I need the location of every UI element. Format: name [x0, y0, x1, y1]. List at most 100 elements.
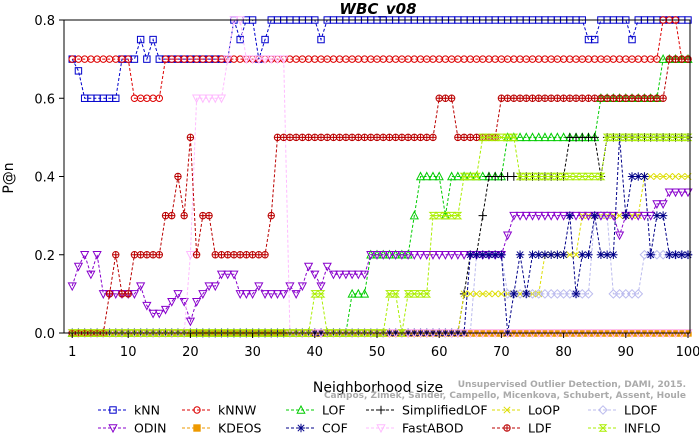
point-cof: [466, 250, 475, 259]
series-odin: [67, 188, 693, 327]
point-ldf: [628, 94, 636, 102]
point-odin: [558, 211, 569, 221]
watermark-line-2: Campos, Zimek, Sander, Campello, Micenko…: [324, 391, 686, 401]
point-odin: [229, 270, 239, 280]
legend-marker: [109, 406, 117, 414]
point-fastabod: [210, 94, 220, 104]
point-simplifiedlof: [478, 211, 487, 220]
point-ldf: [317, 133, 325, 141]
series-ldof: [67, 210, 693, 338]
point-inflo: [478, 133, 488, 142]
point-odin: [191, 298, 202, 307]
point-loop: [672, 172, 680, 181]
point-fastabod: [191, 94, 202, 104]
legend-item-knn: kNN: [98, 403, 160, 418]
point-ldf: [665, 55, 674, 63]
point-ldf: [646, 94, 655, 102]
series-line-inflo: [72, 136, 688, 334]
point-ldf: [535, 94, 543, 102]
point-odin: [148, 309, 158, 319]
point-odin: [670, 188, 681, 198]
point-loop: [466, 290, 474, 298]
series-line-lof: [72, 58, 688, 334]
point-odin: [279, 290, 289, 299]
point-odin: [291, 290, 301, 299]
point-loop: [572, 251, 580, 259]
point-odin: [167, 298, 177, 307]
point-fastabod: [204, 94, 214, 104]
point-ldf: [292, 133, 300, 141]
point-lof: [521, 132, 531, 142]
point-cof: [627, 172, 637, 181]
point-odin: [341, 270, 351, 280]
point-odin: [142, 301, 152, 311]
point-odin: [428, 251, 438, 260]
x-tick-label: 40: [307, 345, 324, 360]
watermark-line-1: Unsupervised Outlier Detection, DAMI, 20…: [458, 380, 686, 390]
legend-marker: [108, 424, 118, 434]
point-odin: [210, 282, 220, 292]
point-inflo: [472, 172, 481, 181]
x-tick-label: 50: [369, 345, 386, 360]
point-lof: [347, 288, 357, 298]
point-loop: [497, 290, 505, 298]
point-ldf: [367, 133, 375, 141]
point-lof: [415, 171, 426, 181]
series-line-simplifiedlof: [72, 136, 688, 334]
point-ldf: [578, 94, 586, 102]
point-inflo: [559, 172, 569, 181]
legend-marker: [503, 406, 511, 414]
point-fastabod: [254, 55, 264, 65]
point-cof: [497, 250, 506, 259]
point-ldf: [671, 55, 680, 63]
point-lof: [515, 132, 525, 142]
point-ldf: [659, 94, 667, 102]
point-inflo: [565, 172, 575, 181]
point-inflo: [403, 290, 413, 298]
point-inflo: [521, 172, 531, 181]
point-inflo: [496, 133, 506, 142]
series-ldf: [68, 55, 692, 337]
point-lof: [422, 171, 432, 181]
point-odin: [303, 262, 314, 272]
legend-item-inflo: INFLO: [588, 421, 661, 434]
point-odin: [422, 251, 432, 260]
series-line-ldf: [72, 58, 688, 334]
point-inflo: [503, 133, 513, 142]
point-ldf: [441, 94, 450, 102]
point-ldf: [168, 212, 176, 220]
point-loop: [665, 172, 673, 181]
legend-item-ldof: LDOF: [588, 403, 658, 418]
point-odin: [241, 290, 252, 299]
point-cof: [621, 211, 630, 220]
legend-item-odin: ODIN: [98, 421, 167, 434]
point-ldof: [633, 288, 644, 299]
axes: 1 10 20 30 40 50 60 70 80 90 100 0.0 0.2 0.4 0.6 0.8: [34, 14, 699, 360]
point-inflo: [515, 172, 525, 181]
point-ldf: [603, 94, 611, 102]
point-inflo: [571, 172, 581, 181]
point-loop: [491, 290, 499, 298]
point-odin: [415, 251, 426, 260]
point-cof: [590, 211, 599, 220]
point-odin: [596, 211, 606, 221]
point-inflo: [490, 133, 500, 142]
point-odin: [577, 211, 587, 221]
point-odin: [403, 251, 413, 260]
point-ldf: [280, 133, 288, 141]
point-ldf: [118, 290, 126, 298]
point-odin: [322, 262, 332, 272]
point-odin: [502, 231, 513, 241]
legend-marker: [376, 424, 386, 434]
point-inflo: [416, 290, 425, 298]
point-ldf: [186, 133, 195, 141]
x-tick-label: 60: [431, 345, 448, 360]
point-knn: [74, 67, 83, 75]
x-tick-label: 20: [182, 345, 199, 360]
point-odin: [154, 309, 164, 319]
point-ldf: [410, 133, 419, 141]
point-ldf: [267, 212, 275, 220]
point-odin: [136, 282, 146, 292]
point-ldf: [323, 133, 331, 141]
legend-marker: [598, 424, 608, 432]
